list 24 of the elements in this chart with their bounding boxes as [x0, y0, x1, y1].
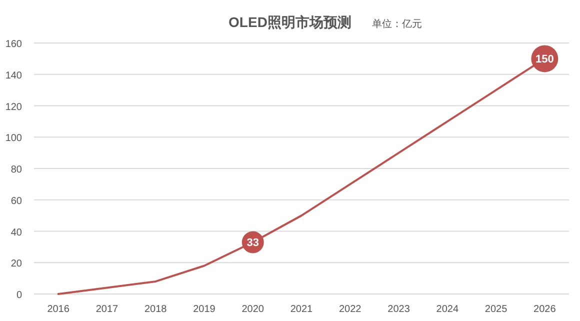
- xtick: 2023: [388, 304, 410, 315]
- xtick: 2025: [484, 304, 508, 315]
- xtick: 2021: [290, 304, 313, 315]
- ytick: 0: [16, 290, 22, 301]
- xtick: 2024: [436, 304, 459, 315]
- xtick: 2019: [193, 304, 216, 315]
- ytick: 20: [10, 258, 22, 270]
- ytick: 40: [10, 227, 22, 238]
- ytick: 160: [5, 39, 22, 50]
- xtick: 2018: [144, 304, 167, 315]
- xtick: 2022: [339, 304, 362, 315]
- xtick: 2020: [242, 304, 264, 315]
- ytick: 140: [5, 70, 22, 82]
- ytick: 120: [5, 102, 22, 113]
- data-label: 150: [536, 54, 554, 66]
- xtick: 2016: [47, 304, 70, 315]
- xtick: 2017: [96, 304, 118, 315]
- subtitle: 单位：亿元: [372, 19, 422, 30]
- title: OLED照明市场预测: [228, 14, 352, 30]
- xtick: 2026: [534, 304, 556, 315]
- ytick: 60: [10, 196, 22, 207]
- ytick: 100: [5, 133, 22, 144]
- ytick: 80: [10, 164, 22, 176]
- data-label: 33: [246, 237, 259, 250]
